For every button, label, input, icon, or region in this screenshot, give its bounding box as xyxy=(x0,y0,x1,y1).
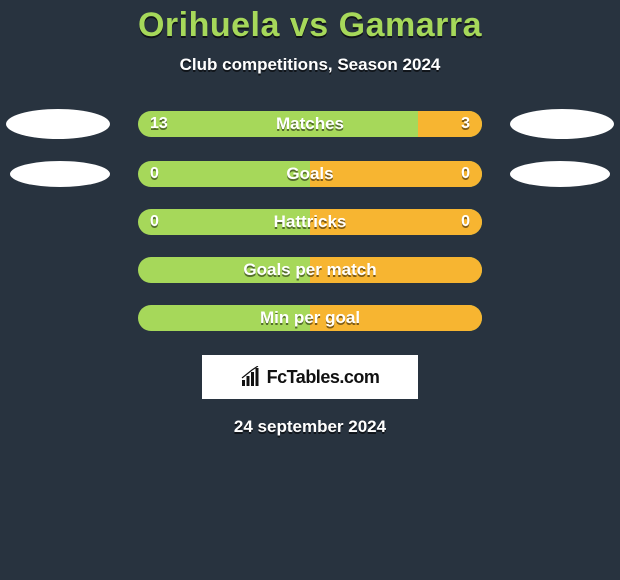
bars-host: Matches133Goals00Hattricks00Goals per ma… xyxy=(0,109,620,353)
stat-value-right: 3 xyxy=(461,111,470,137)
stat-value-left: 13 xyxy=(150,111,168,137)
stat-value-left: 0 xyxy=(150,209,159,235)
comparison-card: Orihuela vs Gamarra Club competitions, S… xyxy=(0,0,620,437)
stat-bar: Matches13 3 xyxy=(138,111,482,137)
stat-row: Matches13 3 xyxy=(0,109,620,139)
stat-bar: Goals0 0 xyxy=(138,161,482,187)
stat-row: Goals per match xyxy=(0,257,620,283)
team-marker-left xyxy=(10,161,110,187)
stat-bar: Goals per match xyxy=(138,257,482,283)
logo-box[interactable]: FcTables.com xyxy=(202,355,418,399)
date-line: 24 september 2024 xyxy=(234,417,386,437)
team-marker-right xyxy=(510,161,610,187)
stat-bar-label: Hattricks xyxy=(138,209,482,235)
stat-row: Hattricks0 0 xyxy=(0,209,620,235)
stat-bar-label: Goals xyxy=(138,161,482,187)
page-title: Orihuela vs Gamarra xyxy=(138,6,482,45)
team-marker-left xyxy=(6,109,110,139)
logo-inner: FcTables.com xyxy=(241,366,380,388)
team-marker-right xyxy=(510,109,614,139)
stat-bar: Min per goal xyxy=(138,305,482,331)
page-subtitle: Club competitions, Season 2024 xyxy=(180,55,441,75)
logo-text: FcTables.com xyxy=(267,367,380,388)
stat-value-right: 0 xyxy=(461,209,470,235)
stat-bar-label: Min per goal xyxy=(138,305,482,331)
stat-bar: Hattricks0 0 xyxy=(138,209,482,235)
stat-bar-label: Matches xyxy=(138,111,482,137)
stat-row: Min per goal xyxy=(0,305,620,331)
stat-bar-label: Goals per match xyxy=(138,257,482,283)
stat-row: Goals0 0 xyxy=(0,161,620,187)
stat-value-left: 0 xyxy=(150,161,159,187)
bars-icon xyxy=(241,366,263,388)
stat-value-right: 0 xyxy=(461,161,470,187)
